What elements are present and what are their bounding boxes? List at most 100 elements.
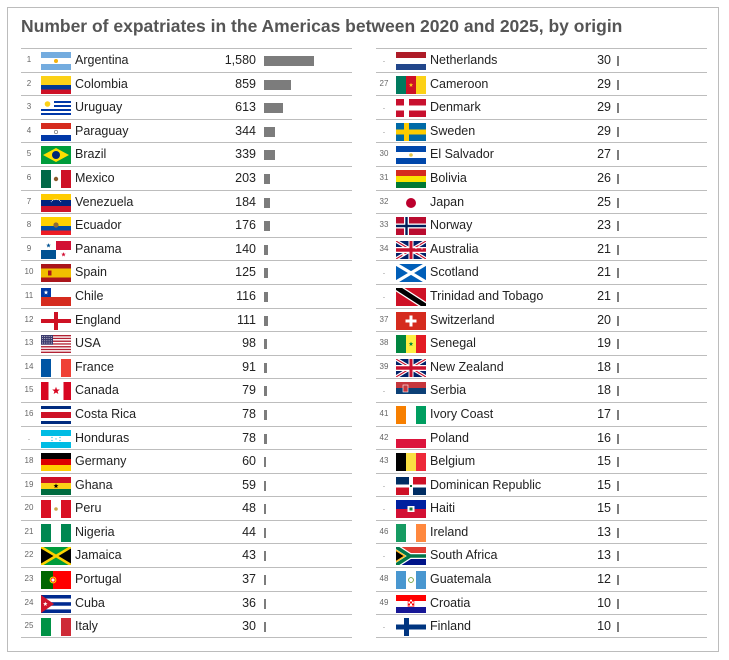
table-row: 19 Ghana 59 (21, 472, 352, 497)
country-label: Panama (75, 241, 122, 256)
flag-canada-icon (41, 382, 71, 401)
table-row: 12 England 111 (21, 307, 352, 332)
rank-label: 2 (26, 78, 32, 88)
flag-poland-icon (396, 429, 426, 448)
rank-label: . (27, 432, 31, 442)
rank-label: . (382, 267, 386, 277)
data-label: 18 (597, 383, 611, 398)
bar-denmark (617, 103, 619, 114)
data-label: 1,580 (224, 53, 256, 67)
data-label: 79 (242, 383, 256, 398)
flag-switzerland-icon (396, 311, 426, 330)
flag-usa-icon (41, 335, 71, 354)
rank-label: 1 (26, 55, 32, 64)
country-label: Brazil (75, 147, 107, 162)
country-label: Honduras (75, 430, 130, 445)
data-label: 37 (242, 572, 256, 587)
flag-chile-icon (41, 287, 71, 306)
rank-label: 46 (379, 526, 389, 536)
table-row: 48 Guatemala 12 (376, 567, 707, 591)
rank-label: 15 (24, 385, 34, 395)
bar-serbia (617, 386, 619, 397)
table-row: 31 Bolivia 26 (376, 165, 707, 190)
flag-ivory-coast-icon (396, 405, 426, 424)
flag-nigeria-icon (41, 523, 71, 542)
country-label: Ecuador (75, 218, 122, 233)
country-label: Argentina (75, 53, 129, 67)
bar-netherlands (617, 56, 619, 66)
rank-label: 8 (26, 220, 32, 230)
flag-italy-icon (41, 618, 71, 637)
data-label: 26 (597, 170, 611, 185)
flag-serbia-icon (396, 382, 426, 401)
data-label: 10 (597, 595, 611, 610)
data-label: 859 (235, 76, 256, 91)
country-label: Mexico (75, 170, 115, 185)
flag-scotland-icon (396, 264, 426, 283)
flag-france-icon (41, 358, 71, 377)
data-label: 60 (242, 454, 256, 469)
data-label: 125 (235, 265, 256, 280)
data-label: 16 (597, 430, 611, 445)
flag-germany-icon (41, 453, 71, 472)
flag-finland-icon (396, 618, 426, 637)
table-row: . Sweden 29 (376, 118, 707, 143)
flag-argentina-icon (41, 52, 71, 70)
bar-new-zealand (617, 362, 619, 373)
bar-colombia (264, 79, 292, 90)
rank-label: 21 (24, 526, 34, 536)
country-label: Ghana (75, 477, 113, 492)
table-row: . South Africa 13 (376, 543, 707, 567)
flag-spain-icon (41, 264, 71, 283)
rank-label: . (382, 385, 386, 395)
bar-switzerland (617, 315, 619, 326)
rank-label: 32 (379, 196, 389, 206)
rank-label: 7 (26, 196, 32, 206)
rank-label: 6 (26, 172, 32, 182)
bar-trinidad-and-tobago (617, 291, 619, 302)
bar-haiti (617, 504, 619, 515)
country-label: Japan (430, 194, 465, 209)
data-label: 21 (597, 288, 611, 303)
country-label: Spain (75, 265, 107, 280)
rank-label: 9 (26, 243, 32, 253)
bar-finland (617, 622, 619, 633)
flag-trinidad-and-tobago-icon (396, 287, 426, 306)
flag-england-icon (41, 311, 71, 330)
table-row: 10 Spain 125 (21, 260, 352, 284)
data-label: 20 (597, 312, 611, 327)
table-row: 6 Mexico 203 (21, 165, 352, 190)
bar-jamaica (264, 551, 266, 562)
flag-japan-icon (396, 193, 426, 212)
table-row: 42 Poland 16 (376, 425, 707, 450)
flag-sweden-icon (396, 122, 426, 141)
country-label: Croatia (430, 595, 471, 610)
data-label: 140 (235, 241, 256, 256)
flag-honduras-icon (41, 429, 71, 448)
table-row: 8 Ecuador 176 (21, 213, 352, 237)
bar-paraguay (264, 126, 275, 137)
bar-ecuador (264, 221, 270, 232)
data-label: 91 (242, 359, 256, 374)
rank-label: 5 (26, 149, 32, 159)
data-label: 339 (235, 147, 256, 162)
data-label: 43 (242, 548, 256, 563)
flag-haiti-icon (396, 500, 426, 519)
country-label: Finland (430, 619, 471, 634)
bar-sweden (617, 126, 619, 137)
bar-el-salvador (617, 150, 619, 161)
bar-costa-rica (264, 409, 267, 420)
rank-label: 34 (379, 243, 389, 253)
table-row: . Scotland 21 (376, 260, 707, 284)
data-label: 78 (242, 430, 256, 445)
rank-label: 22 (24, 550, 34, 560)
flag-venezuela-icon (41, 193, 71, 212)
table-row: 5 Brazil 339 (21, 142, 352, 166)
flag-paraguay-icon (41, 122, 71, 141)
bar-germany (264, 457, 266, 468)
flag-ecuador-icon (41, 217, 71, 236)
rank-label: 18 (24, 456, 34, 466)
bar-norway (617, 221, 619, 232)
rank-label: . (382, 102, 386, 112)
table-row: 25 Italy 30 (21, 614, 352, 638)
